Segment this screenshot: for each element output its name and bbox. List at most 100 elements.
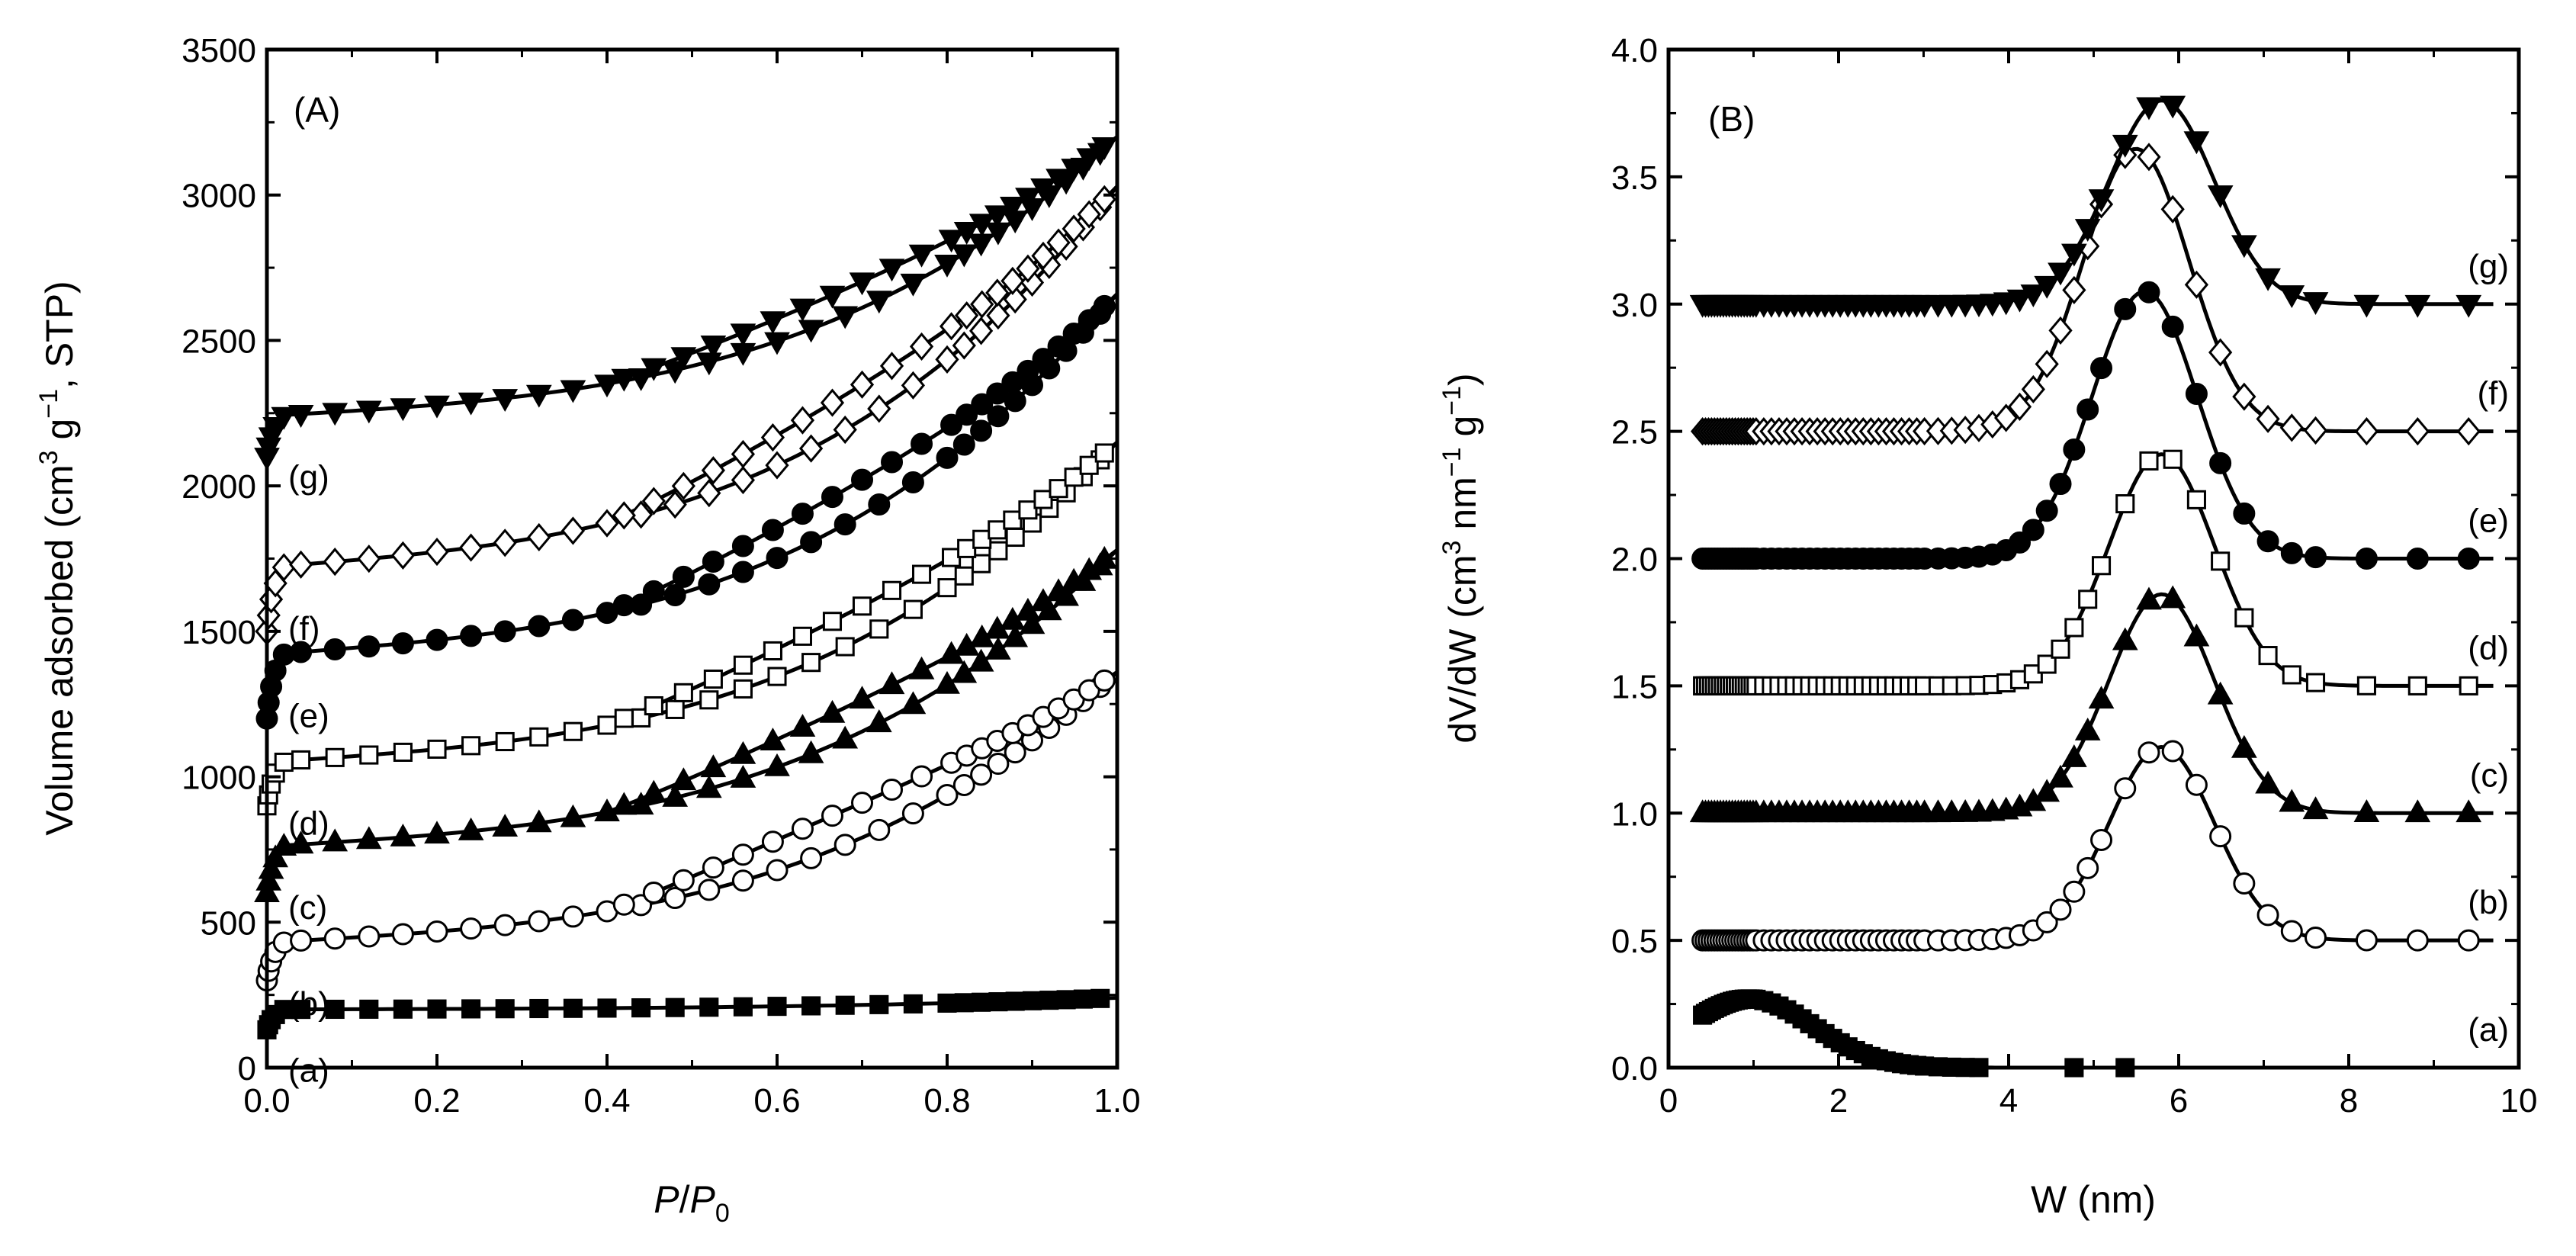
x-tick-label: 0.2	[413, 1082, 460, 1119]
data-point	[2233, 502, 2256, 525]
data-point	[2034, 779, 2060, 802]
data-point	[2211, 551, 2231, 571]
data-point	[835, 637, 855, 657]
data-point	[879, 352, 904, 381]
data-point	[1077, 200, 1101, 229]
data-point	[2035, 500, 2058, 522]
data-point	[2062, 275, 2086, 304]
data-point	[525, 809, 552, 833]
data-point	[2231, 734, 2257, 758]
data-point	[2231, 235, 2257, 259]
data-point	[561, 905, 584, 928]
data-point	[760, 311, 786, 335]
data-point	[2280, 920, 2303, 943]
data-point	[611, 368, 638, 392]
data-point	[767, 997, 787, 1017]
data-point	[987, 753, 1010, 776]
data-point	[662, 784, 689, 807]
data-point	[393, 742, 413, 762]
data-point	[391, 632, 414, 655]
data-point	[972, 554, 991, 573]
data-point	[1018, 500, 1038, 520]
data-point	[764, 753, 790, 776]
curve-label: (d)	[288, 805, 329, 843]
data-point	[2060, 744, 2087, 767]
data-point	[644, 695, 663, 716]
data-point	[792, 626, 813, 646]
data-point	[2456, 417, 2481, 446]
data-point	[2279, 413, 2304, 442]
data-point	[493, 620, 516, 643]
data-point	[2037, 654, 2057, 674]
data-point	[1017, 359, 1039, 382]
data-point	[984, 205, 1010, 229]
panel-b-curve-labels: (a) (b) (c) (d) (e) (f) (g)	[2468, 248, 2509, 1049]
data-point	[2354, 417, 2379, 446]
data-point	[390, 824, 416, 846]
data-point	[968, 648, 994, 672]
data-point	[611, 792, 638, 815]
data-point	[900, 273, 927, 297]
data-point	[903, 994, 923, 1013]
data-point	[2022, 519, 2044, 541]
data-point	[527, 522, 551, 552]
data-point	[800, 531, 823, 554]
data-point	[2232, 382, 2256, 411]
data-point	[936, 783, 959, 806]
x-tick-label: 8	[2340, 1082, 2358, 1119]
data-point	[849, 272, 875, 296]
data-point	[2456, 294, 2482, 318]
data-point	[1093, 294, 1116, 317]
data-point	[2280, 541, 2303, 564]
panel-a-ticks: 0.0 0.2 0.4 0.6 0.8 1.0 0 500 1000 1500 2000 2500 30…	[181, 32, 1140, 1119]
curve-label: (e)	[288, 697, 329, 734]
x-tick-label: 0.4	[583, 1082, 630, 1119]
y-tick-label: 0.5	[1611, 923, 1658, 960]
panel-a-label: (A)	[294, 90, 340, 130]
data-point	[665, 699, 685, 719]
data-point	[911, 432, 933, 455]
data-point	[427, 999, 447, 1019]
data-point	[528, 910, 551, 933]
data-point	[2136, 97, 2162, 120]
data-point	[427, 739, 447, 759]
data-point	[1015, 188, 1041, 211]
data-point	[458, 392, 484, 416]
x-tick-label: 0.8	[923, 1082, 970, 1119]
data-point	[642, 580, 665, 602]
data-point	[986, 301, 1010, 330]
data-point	[271, 406, 297, 430]
data-point	[274, 752, 294, 773]
data-point	[1076, 148, 1103, 172]
y-tick-label: 3500	[181, 32, 256, 69]
data-point	[323, 927, 346, 950]
data-point	[357, 544, 381, 573]
data-point	[1062, 322, 1085, 345]
data-point	[2183, 131, 2210, 155]
data-point	[2160, 585, 2186, 609]
y-tick-label: 1.5	[1611, 668, 1658, 705]
curve-label: (b)	[2468, 884, 2509, 921]
data-point	[560, 804, 586, 827]
panel-a-x-axis-title: P/P0	[654, 1178, 730, 1228]
x-tick-label: 6	[2170, 1082, 2188, 1119]
data-point	[262, 844, 289, 868]
data-point	[1056, 990, 1076, 1010]
data-point	[663, 887, 686, 910]
data-point	[2160, 95, 2186, 119]
data-point	[2034, 275, 2060, 299]
y-tick-label: 2.0	[1611, 541, 1658, 579]
data-point	[1005, 991, 1025, 1011]
data-point	[560, 516, 586, 545]
data-point	[1004, 741, 1026, 764]
data-point	[2163, 449, 2183, 469]
data-point	[731, 561, 754, 583]
curve-label: (g)	[288, 459, 329, 496]
data-point	[1076, 557, 1103, 580]
data-point	[703, 669, 723, 689]
data-point	[868, 818, 891, 841]
data-point	[912, 564, 932, 584]
curve-label: (b)	[288, 985, 329, 1023]
data-point	[911, 765, 933, 788]
data-point	[698, 573, 721, 596]
